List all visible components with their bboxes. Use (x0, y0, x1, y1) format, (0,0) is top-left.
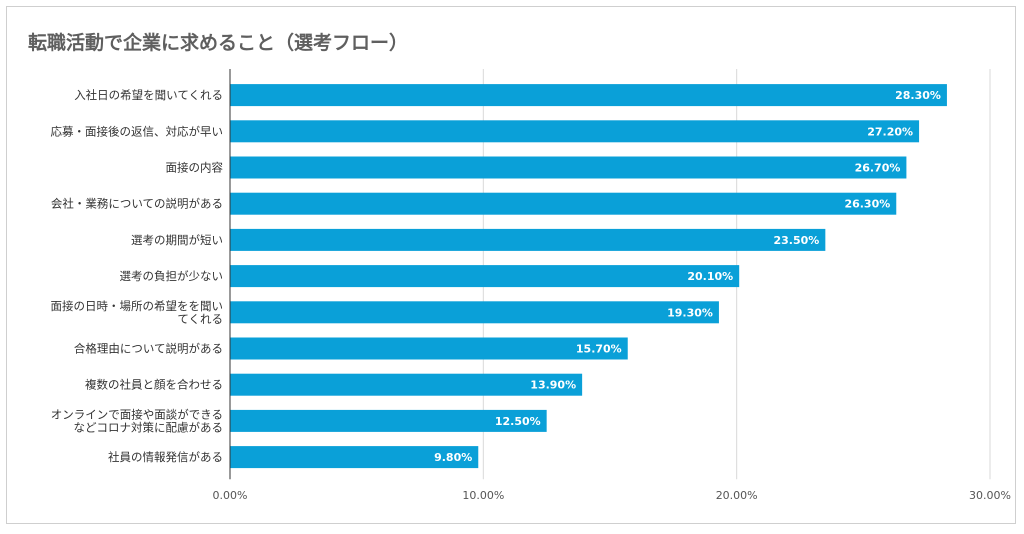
x-tick-label: 20.00% (716, 489, 758, 502)
category-label: 合格理由について説明がある (74, 342, 223, 356)
bar[interactable] (230, 192, 897, 215)
category-label: 面接の内容 (166, 161, 224, 175)
data-label: 23.50% (774, 234, 820, 247)
data-label: 27.20% (867, 125, 913, 138)
data-label: 9.80% (434, 451, 472, 464)
data-label: 26.70% (855, 162, 901, 175)
x-tick-label: 30.00% (969, 489, 1011, 502)
data-label: 19.30% (667, 306, 713, 319)
bar[interactable] (230, 265, 740, 288)
bar[interactable] (230, 156, 907, 179)
bar[interactable] (230, 301, 719, 324)
x-tick-label: 10.00% (462, 489, 504, 502)
data-label: 12.50% (495, 415, 541, 428)
bar[interactable] (230, 337, 628, 360)
bar[interactable] (230, 84, 947, 107)
bar[interactable] (230, 228, 826, 251)
category-label: 入社日の希望を聞いてくれる (74, 88, 223, 102)
x-tick-label: 0.00% (213, 489, 248, 502)
bar[interactable] (230, 409, 547, 432)
data-label: 15.70% (576, 343, 622, 356)
category-label: 選考の期間が短い (131, 233, 223, 247)
category-label: 選考の負担が少ない (120, 269, 224, 283)
category-label: 複数の社員と顔を合わせる (85, 378, 223, 392)
category-label: 社員の情報発信がある (108, 450, 223, 464)
bar[interactable] (230, 120, 920, 143)
bar[interactable] (230, 373, 583, 396)
category-label: 面接の日時・場所の希望をを聞い (51, 299, 224, 313)
bar[interactable] (230, 446, 479, 469)
category-label: オンラインで面接や面談ができる (51, 407, 223, 421)
category-label: 会社・業務についての説明がある (51, 197, 223, 211)
category-label: などコロナ対策に配慮がある (74, 420, 224, 434)
chart-title: 転職活動で企業に求めること（選考フロー） (28, 32, 409, 54)
category-label: てくれる (177, 312, 223, 326)
data-label: 26.30% (844, 198, 890, 211)
data-label: 20.10% (687, 270, 733, 283)
category-label: 応募・面接後の返信、対応が早い (51, 124, 224, 138)
data-label: 13.90% (530, 379, 576, 392)
data-label: 28.30% (895, 89, 941, 102)
